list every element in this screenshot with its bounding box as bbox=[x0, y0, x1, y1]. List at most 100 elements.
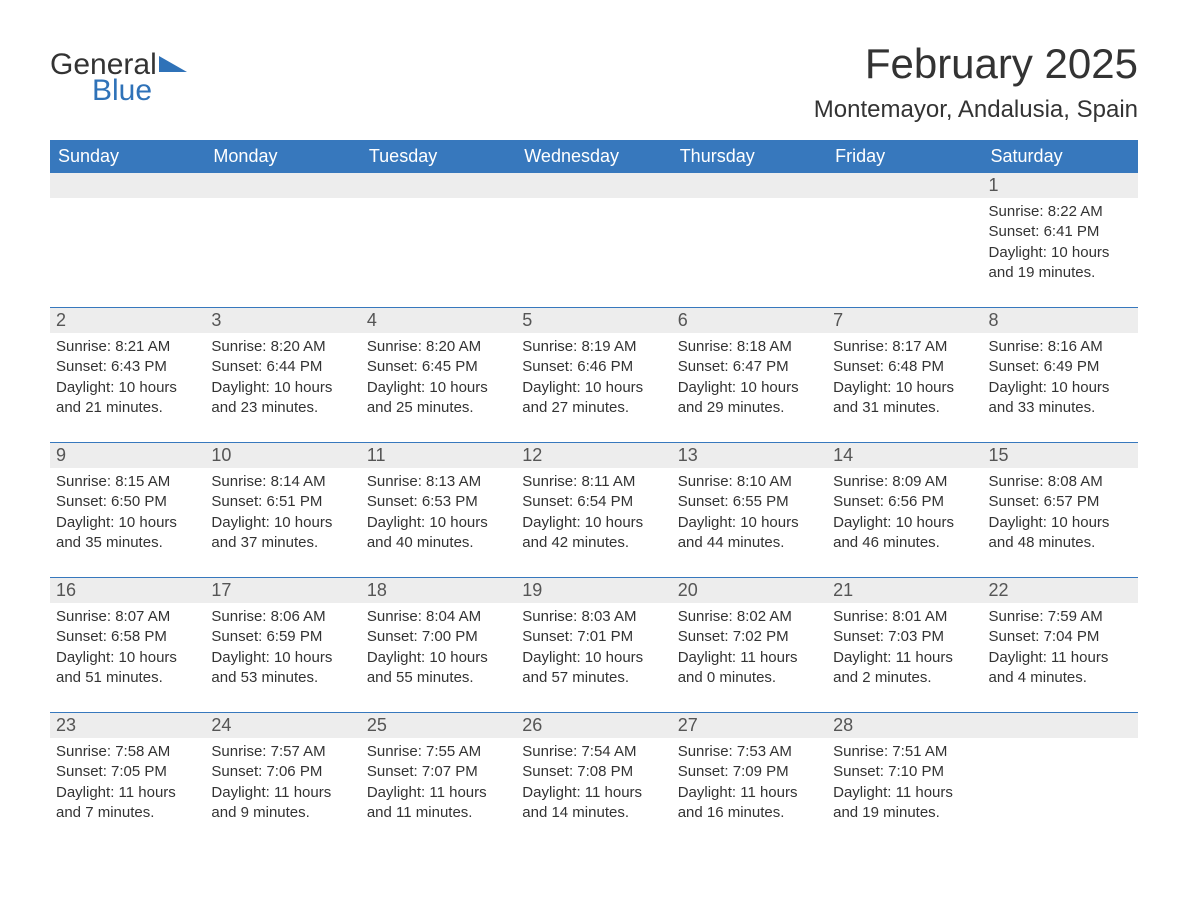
sunset-text: Sunset: 6:43 PM bbox=[56, 357, 199, 377]
sunrise-text: Sunrise: 8:17 AM bbox=[833, 337, 976, 357]
sunrise-text: Sunrise: 8:04 AM bbox=[367, 607, 510, 627]
daylight-text-2: and 19 minutes. bbox=[989, 263, 1132, 283]
day-detail-row: Sunrise: 8:15 AMSunset: 6:50 PMDaylight:… bbox=[50, 468, 1138, 578]
month-title: February 2025 bbox=[814, 40, 1138, 88]
sunset-text: Sunset: 6:47 PM bbox=[678, 357, 821, 377]
sunrise-text: Sunrise: 8:20 AM bbox=[367, 337, 510, 357]
day-number-cell: 17 bbox=[205, 578, 360, 603]
sunrise-text: Sunrise: 7:59 AM bbox=[989, 607, 1132, 627]
day-detail-cell: Sunrise: 7:55 AMSunset: 7:07 PMDaylight:… bbox=[361, 738, 516, 847]
day-number-cell: 21 bbox=[827, 578, 982, 603]
daylight-text-2: and 0 minutes. bbox=[678, 668, 821, 688]
day-detail-cell: Sunrise: 8:11 AMSunset: 6:54 PMDaylight:… bbox=[516, 468, 671, 578]
daylight-text-1: Daylight: 10 hours bbox=[833, 378, 976, 398]
day-number-row: 2345678 bbox=[50, 308, 1138, 333]
daylight-text-2: and 21 minutes. bbox=[56, 398, 199, 418]
day-number-cell: 6 bbox=[672, 308, 827, 333]
sunset-text: Sunset: 6:48 PM bbox=[833, 357, 976, 377]
day-detail-cell: Sunrise: 7:54 AMSunset: 7:08 PMDaylight:… bbox=[516, 738, 671, 847]
sunset-text: Sunset: 6:49 PM bbox=[989, 357, 1132, 377]
sunrise-text: Sunrise: 8:03 AM bbox=[522, 607, 665, 627]
daylight-text-2: and 27 minutes. bbox=[522, 398, 665, 418]
day-number-cell: 5 bbox=[516, 308, 671, 333]
sunrise-text: Sunrise: 7:54 AM bbox=[522, 742, 665, 762]
day-number-row: 1 bbox=[50, 173, 1138, 198]
daylight-text-1: Daylight: 11 hours bbox=[678, 783, 821, 803]
daylight-text-2: and 14 minutes. bbox=[522, 803, 665, 823]
brand-logo: General Blue bbox=[50, 50, 187, 106]
daylight-text-2: and 16 minutes. bbox=[678, 803, 821, 823]
daylight-text-2: and 9 minutes. bbox=[211, 803, 354, 823]
daylight-text-2: and 25 minutes. bbox=[367, 398, 510, 418]
daylight-text-2: and 29 minutes. bbox=[678, 398, 821, 418]
day-detail-cell bbox=[983, 738, 1138, 847]
day-header: Sunday bbox=[50, 140, 205, 173]
daylight-text-1: Daylight: 11 hours bbox=[678, 648, 821, 668]
daylight-text-1: Daylight: 10 hours bbox=[989, 513, 1132, 533]
sunrise-text: Sunrise: 8:13 AM bbox=[367, 472, 510, 492]
day-detail-cell: Sunrise: 7:57 AMSunset: 7:06 PMDaylight:… bbox=[205, 738, 360, 847]
sunrise-text: Sunrise: 8:06 AM bbox=[211, 607, 354, 627]
daylight-text-2: and 23 minutes. bbox=[211, 398, 354, 418]
daylight-text-1: Daylight: 10 hours bbox=[367, 513, 510, 533]
sunset-text: Sunset: 6:44 PM bbox=[211, 357, 354, 377]
sunrise-text: Sunrise: 8:07 AM bbox=[56, 607, 199, 627]
sunset-text: Sunset: 7:03 PM bbox=[833, 627, 976, 647]
day-detail-row: Sunrise: 8:22 AMSunset: 6:41 PMDaylight:… bbox=[50, 198, 1138, 308]
daylight-text-2: and 31 minutes. bbox=[833, 398, 976, 418]
day-number-cell: 24 bbox=[205, 713, 360, 738]
day-number-cell: 25 bbox=[361, 713, 516, 738]
daylight-text-1: Daylight: 10 hours bbox=[367, 648, 510, 668]
day-detail-cell: Sunrise: 8:07 AMSunset: 6:58 PMDaylight:… bbox=[50, 603, 205, 713]
day-number-cell bbox=[672, 173, 827, 198]
day-detail-cell: Sunrise: 8:13 AMSunset: 6:53 PMDaylight:… bbox=[361, 468, 516, 578]
day-number-cell: 20 bbox=[672, 578, 827, 603]
daylight-text-2: and 7 minutes. bbox=[56, 803, 199, 823]
sunset-text: Sunset: 6:59 PM bbox=[211, 627, 354, 647]
day-detail-cell: Sunrise: 8:04 AMSunset: 7:00 PMDaylight:… bbox=[361, 603, 516, 713]
day-number-cell: 1 bbox=[983, 173, 1138, 198]
sunrise-text: Sunrise: 8:20 AM bbox=[211, 337, 354, 357]
day-number-row: 16171819202122 bbox=[50, 578, 1138, 603]
sunset-text: Sunset: 6:53 PM bbox=[367, 492, 510, 512]
day-header-row: Sunday Monday Tuesday Wednesday Thursday… bbox=[50, 140, 1138, 173]
daylight-text-2: and 37 minutes. bbox=[211, 533, 354, 553]
day-detail-cell: Sunrise: 8:20 AMSunset: 6:44 PMDaylight:… bbox=[205, 333, 360, 443]
day-detail-row: Sunrise: 7:58 AMSunset: 7:05 PMDaylight:… bbox=[50, 738, 1138, 847]
sunrise-text: Sunrise: 8:10 AM bbox=[678, 472, 821, 492]
daylight-text-1: Daylight: 11 hours bbox=[211, 783, 354, 803]
day-number-cell: 22 bbox=[983, 578, 1138, 603]
day-header: Thursday bbox=[672, 140, 827, 173]
day-detail-cell bbox=[361, 198, 516, 308]
day-detail-cell bbox=[50, 198, 205, 308]
day-detail-cell: Sunrise: 8:03 AMSunset: 7:01 PMDaylight:… bbox=[516, 603, 671, 713]
day-number-cell bbox=[50, 173, 205, 198]
daylight-text-1: Daylight: 10 hours bbox=[989, 378, 1132, 398]
day-number-row: 232425262728 bbox=[50, 713, 1138, 738]
day-header: Monday bbox=[205, 140, 360, 173]
calendar-thead: Sunday Monday Tuesday Wednesday Thursday… bbox=[50, 140, 1138, 173]
day-number-cell bbox=[827, 173, 982, 198]
sunset-text: Sunset: 6:56 PM bbox=[833, 492, 976, 512]
daylight-text-2: and 57 minutes. bbox=[522, 668, 665, 688]
sunrise-text: Sunrise: 8:09 AM bbox=[833, 472, 976, 492]
day-detail-cell bbox=[516, 198, 671, 308]
day-number-row: 9101112131415 bbox=[50, 443, 1138, 468]
sunset-text: Sunset: 7:06 PM bbox=[211, 762, 354, 782]
sunrise-text: Sunrise: 8:21 AM bbox=[56, 337, 199, 357]
day-number-cell: 12 bbox=[516, 443, 671, 468]
sunset-text: Sunset: 6:57 PM bbox=[989, 492, 1132, 512]
day-detail-cell bbox=[672, 198, 827, 308]
daylight-text-1: Daylight: 10 hours bbox=[522, 513, 665, 533]
day-number-cell: 3 bbox=[205, 308, 360, 333]
daylight-text-2: and 40 minutes. bbox=[367, 533, 510, 553]
day-number-cell: 13 bbox=[672, 443, 827, 468]
sunset-text: Sunset: 6:58 PM bbox=[56, 627, 199, 647]
day-number-cell bbox=[205, 173, 360, 198]
daylight-text-1: Daylight: 10 hours bbox=[833, 513, 976, 533]
sunset-text: Sunset: 7:00 PM bbox=[367, 627, 510, 647]
day-number-cell: 14 bbox=[827, 443, 982, 468]
location-text: Montemayor, Andalusia, Spain bbox=[814, 96, 1138, 124]
header-row: General Blue February 2025 Montemayor, A… bbox=[50, 40, 1138, 134]
logo-text-blue: Blue bbox=[92, 76, 187, 106]
